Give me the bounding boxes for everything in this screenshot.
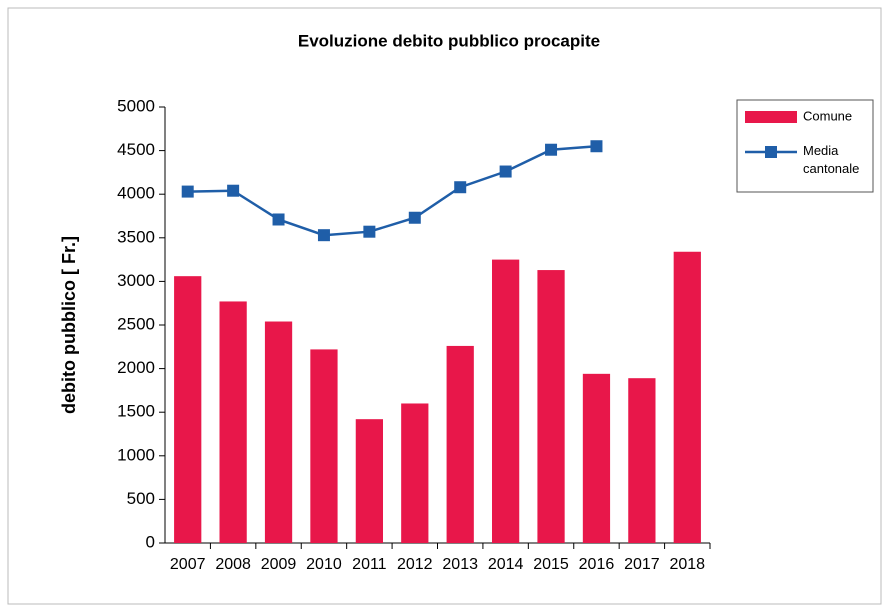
line-marker	[272, 213, 285, 226]
y-tick-label: 1000	[117, 445, 155, 464]
x-tick-label: 2009	[261, 556, 297, 573]
x-tick-label: 2017	[624, 556, 660, 573]
y-tick-label: 4000	[117, 184, 155, 203]
chart-border	[7, 7, 882, 605]
x-tick-label: 2016	[579, 556, 615, 573]
bar	[219, 301, 247, 543]
bar	[673, 251, 701, 543]
x-tick-label: 2012	[397, 556, 433, 573]
x-tick-label: 2008	[215, 556, 251, 573]
legend-label: Media cantonale	[803, 143, 859, 176]
x-tick-label: 2015	[533, 556, 569, 573]
y-tick-label: 3000	[117, 271, 155, 290]
y-tick-label: 4500	[117, 140, 155, 159]
bar	[492, 259, 520, 543]
x-tick-label: 2018	[669, 556, 705, 573]
line-marker	[181, 185, 194, 198]
y-tick-label: 500	[127, 489, 155, 508]
line	[187, 144, 597, 237]
chart-title: Evoluzione debito pubblico procapite	[298, 31, 600, 50]
y-tick-label: 5000	[117, 96, 155, 115]
x-tick-label: 2013	[442, 556, 478, 573]
x-tick-label: 2007	[170, 556, 206, 573]
y-tick-label: 2500	[117, 314, 155, 333]
legend-swatch	[745, 111, 797, 123]
y-tick-label: 3500	[117, 227, 155, 246]
legend-marker	[765, 146, 777, 158]
legend-label: Comune	[803, 108, 852, 123]
bar	[174, 276, 202, 543]
bar	[310, 349, 338, 543]
bar	[582, 373, 611, 543]
bar	[537, 270, 565, 543]
line-marker	[227, 184, 240, 197]
bar	[355, 419, 383, 543]
bar	[264, 321, 293, 543]
y-tick-label: 1500	[117, 402, 155, 421]
bar	[446, 345, 474, 543]
line-marker	[545, 143, 558, 156]
line-marker	[317, 229, 330, 242]
x-tick-label: 2014	[488, 556, 524, 573]
y-axis-label: debito pubblico [ Fr.]	[59, 236, 79, 414]
x-tick-label: 2011	[352, 556, 387, 573]
line-marker	[408, 211, 421, 224]
y-tick-label: 2000	[117, 358, 155, 377]
bar	[628, 378, 656, 543]
line-marker	[454, 181, 467, 194]
y-tick-label: 0	[146, 532, 155, 551]
bar	[401, 403, 429, 543]
line-marker	[499, 165, 512, 178]
line-marker	[363, 225, 376, 238]
x-tick-label: 2010	[306, 556, 342, 573]
line-marker	[590, 140, 603, 153]
